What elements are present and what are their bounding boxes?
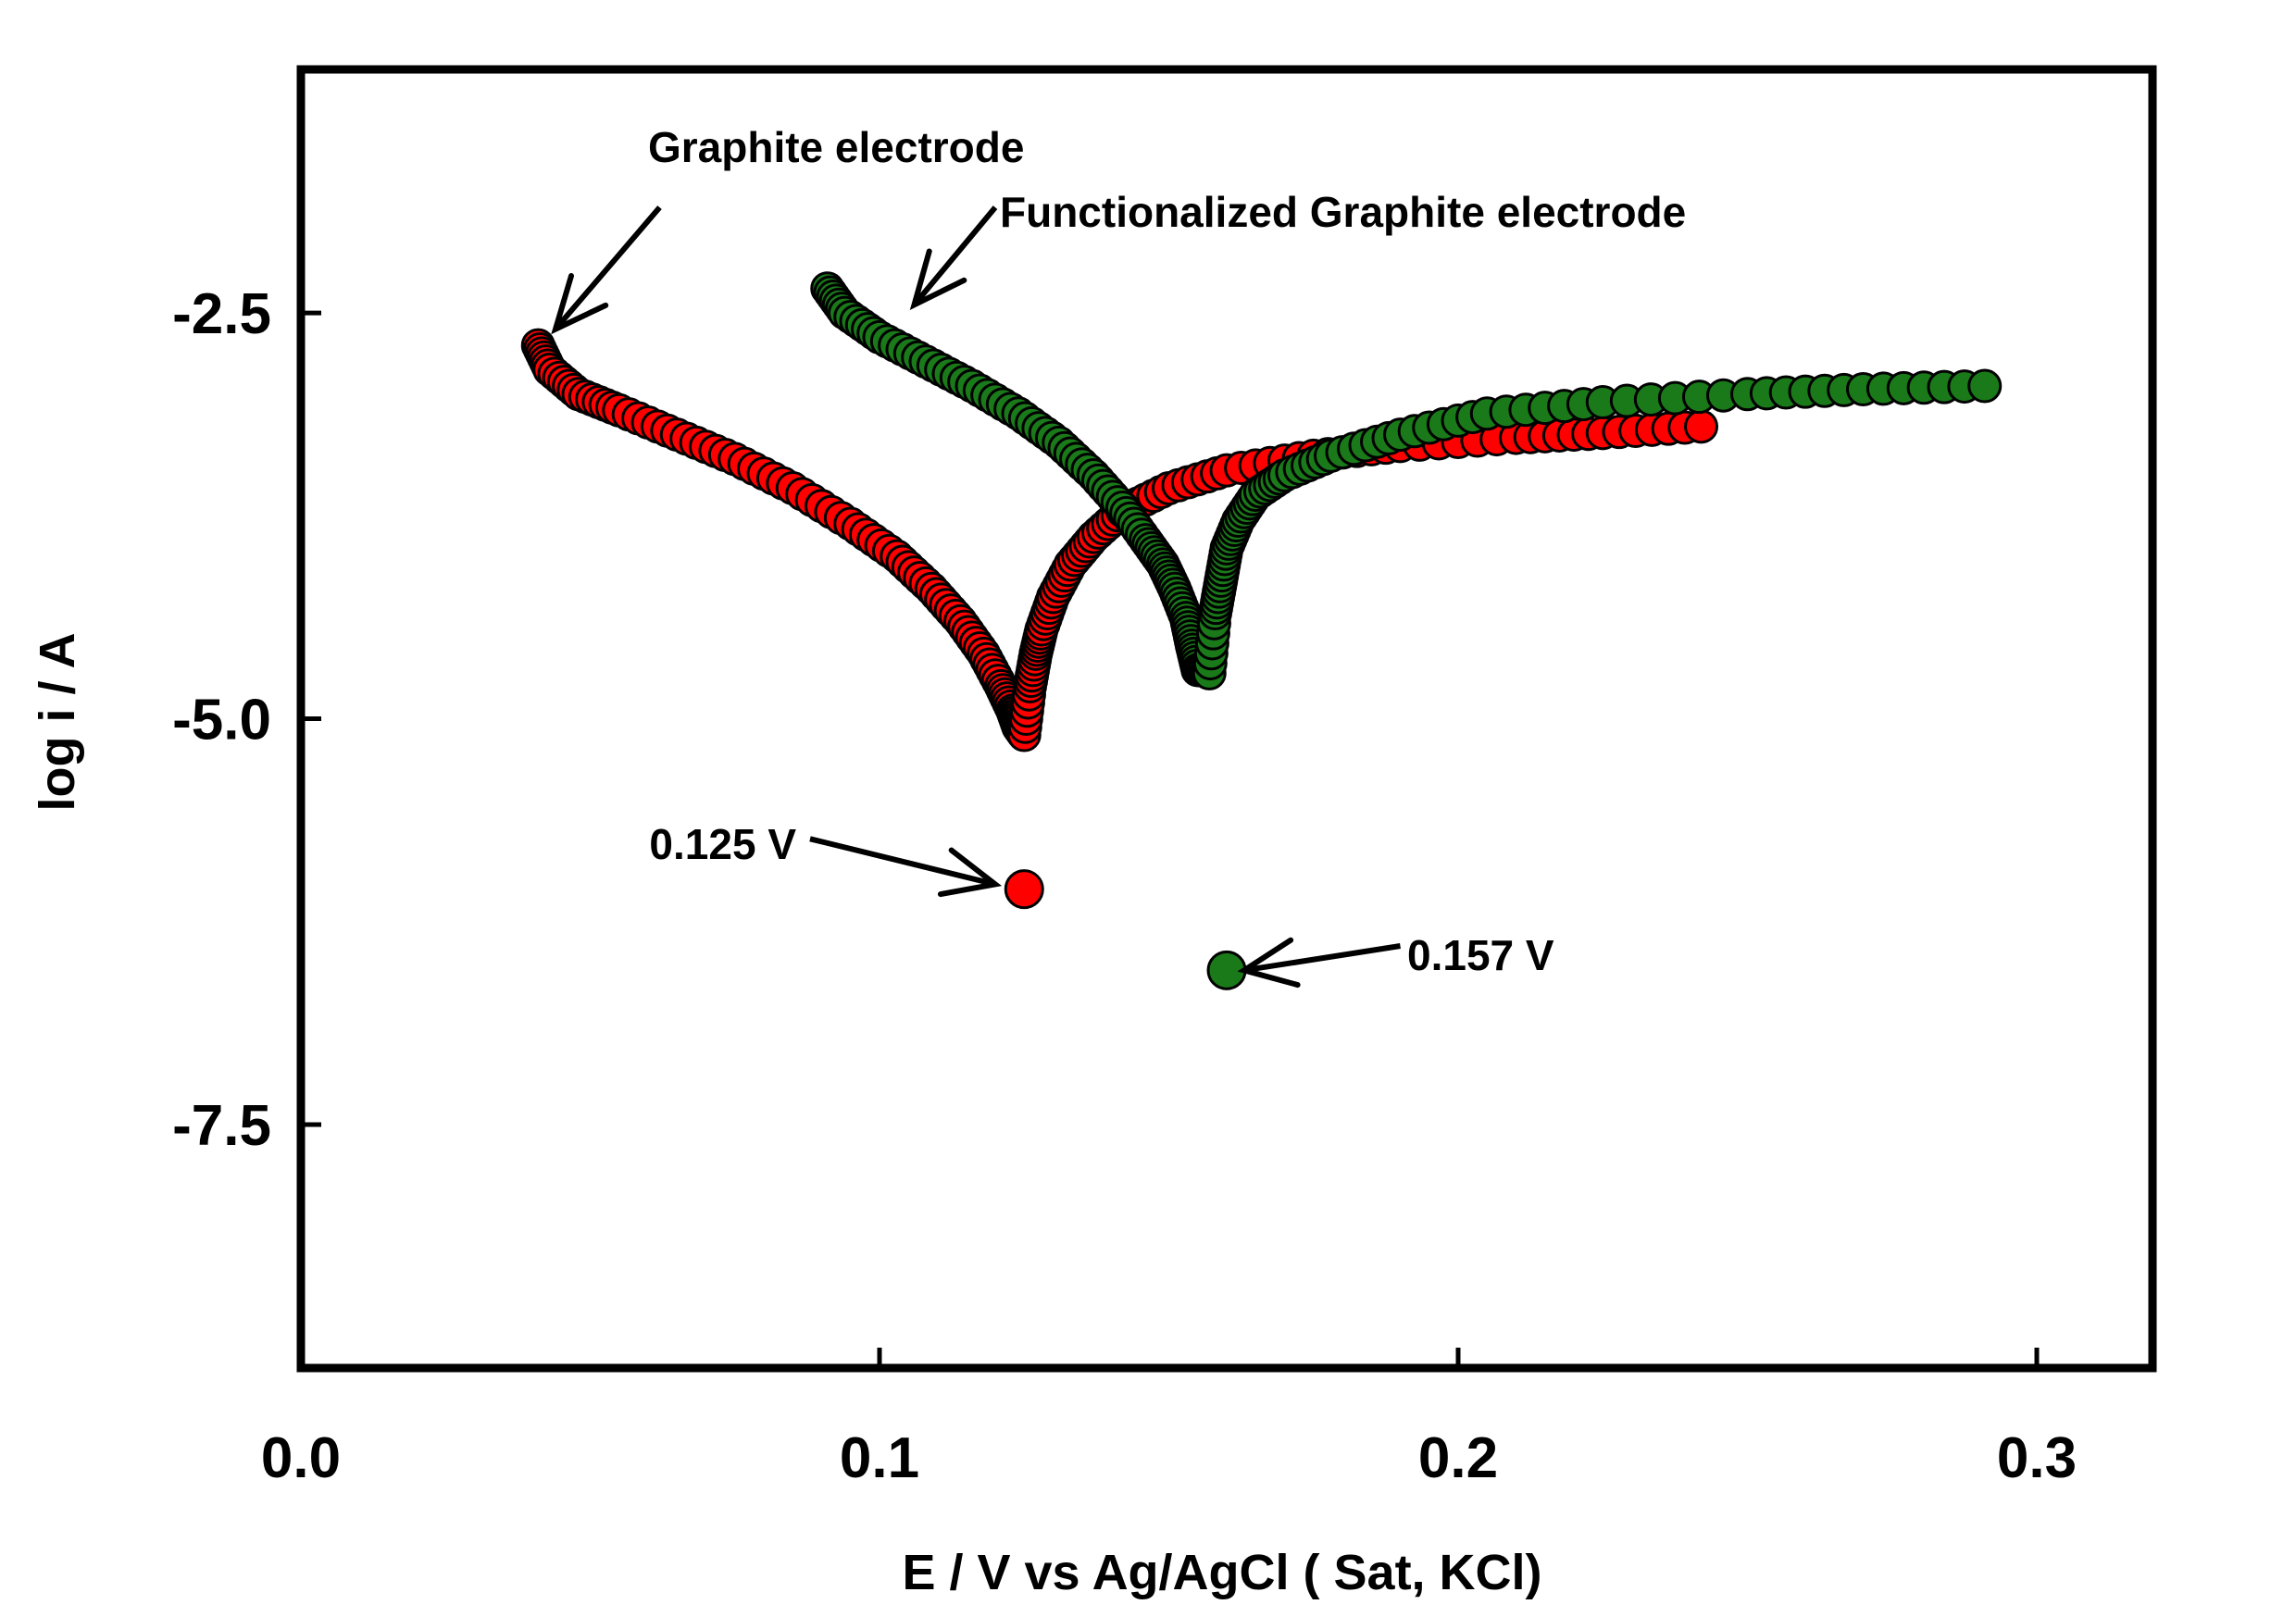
data-point	[1684, 409, 1718, 444]
annotation-arrowhead	[909, 248, 967, 310]
annotation-arrow	[1243, 943, 1401, 974]
annotation-arrowhead	[937, 847, 1003, 898]
plot-frame	[296, 65, 2157, 1373]
y-tick-label: -2.5	[172, 282, 271, 346]
x-tick-label: 0.1	[840, 1426, 919, 1490]
annotation-arrow	[809, 836, 996, 888]
data-series	[520, 271, 2003, 990]
x-axis-title: E / V vs Ag/AgCl ( Sat, KCl)	[902, 1545, 1541, 1600]
series-2	[810, 271, 2003, 690]
x-tick-label: 0.0	[261, 1426, 341, 1490]
annotations: Graphite electrode Functionalized Graphit…	[551, 123, 1686, 989]
y-axis-title: log i / A	[30, 633, 85, 812]
axes: 0.0 0.1 0.2 0.3 -2.5 -5.0 -7.5	[172, 65, 2157, 1490]
isolated-data-point	[1004, 869, 1044, 910]
y-tick-label: -7.5	[172, 1094, 271, 1158]
annotation-arrowhead	[551, 273, 609, 335]
x-tick-label: 0.3	[1997, 1426, 2077, 1490]
x-tick-label: 0.2	[1418, 1426, 1498, 1490]
annotation-label: Graphite electrode	[648, 123, 1024, 171]
data-point	[1967, 368, 2003, 404]
y-tick-label: -5.0	[172, 689, 271, 753]
annotation-arrow	[553, 205, 662, 331]
annotation-arrowhead	[1237, 937, 1301, 989]
annotation-arrow	[912, 205, 998, 307]
annotation-label: Functionalized Graphite electrode	[1000, 188, 1686, 236]
annotation-label: 0.157 V	[1407, 931, 1554, 979]
annotation-label: 0.125 V	[649, 820, 796, 868]
